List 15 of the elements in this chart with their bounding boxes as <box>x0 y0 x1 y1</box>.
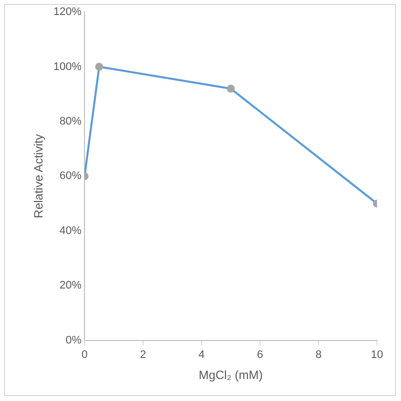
y-tick-label: 100% <box>53 60 82 73</box>
x-tick-label: 6 <box>256 349 264 362</box>
y-tick-label: 120% <box>53 6 82 18</box>
x-tick-label: 8 <box>315 349 322 362</box>
y-tick-label: 20% <box>60 280 82 292</box>
x-tick-label: 2 <box>140 349 146 362</box>
x-axis-title: MgCl₂ (mM) <box>198 368 263 382</box>
y-tick-label: 0% <box>66 334 82 346</box>
y-axis-title: Relative Activity <box>32 134 46 218</box>
x-tick-label: 4 <box>198 349 205 362</box>
y-tick-label: 60% <box>60 170 82 182</box>
x-tick-label: 10 <box>370 349 384 362</box>
y-tick-label: 80% <box>60 116 82 128</box>
x-tick-label: 0 <box>81 349 88 362</box>
y-tick-label: 40% <box>60 224 82 237</box>
